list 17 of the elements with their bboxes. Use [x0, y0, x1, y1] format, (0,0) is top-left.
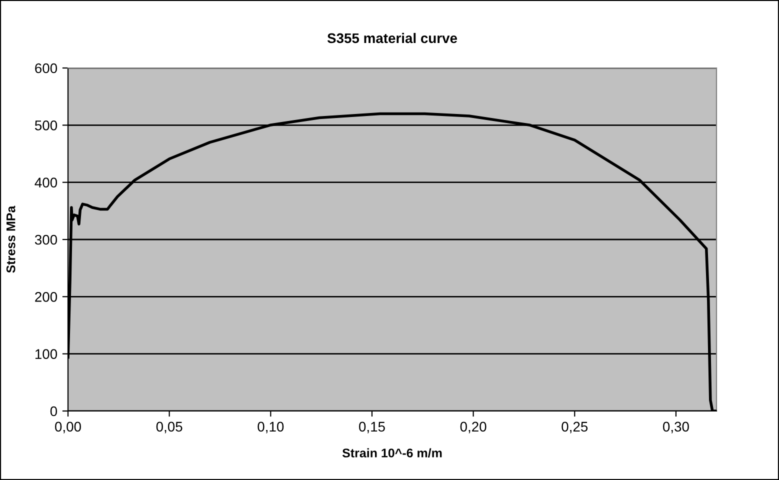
x-tick-label: 0,05: [156, 422, 182, 434]
y-tick-label: 600: [35, 63, 58, 74]
y-tick-label: 200: [35, 292, 58, 302]
y-tick-label: 400: [34, 178, 58, 188]
y-tick-label: 500: [34, 120, 58, 130]
x-tick-label: 0,15: [359, 422, 385, 434]
y-tick-label: 300: [34, 234, 58, 245]
y-tick-label: 0: [50, 406, 58, 416]
x-tick-label: 0,25: [562, 422, 588, 434]
x-tick-label: 0,00: [55, 422, 81, 434]
y-tick-label: 100: [35, 349, 58, 360]
x-tick-label: 0,30: [662, 422, 689, 434]
y-axis-title: Stress MPa: [6, 206, 16, 273]
x-tick-label: 0,20: [460, 422, 486, 434]
chart-title: S355 material curve: [327, 32, 458, 44]
x-axis-title: Strain 10^-6 m/m: [342, 448, 442, 458]
x-tick-label: 0,10: [258, 422, 284, 434]
